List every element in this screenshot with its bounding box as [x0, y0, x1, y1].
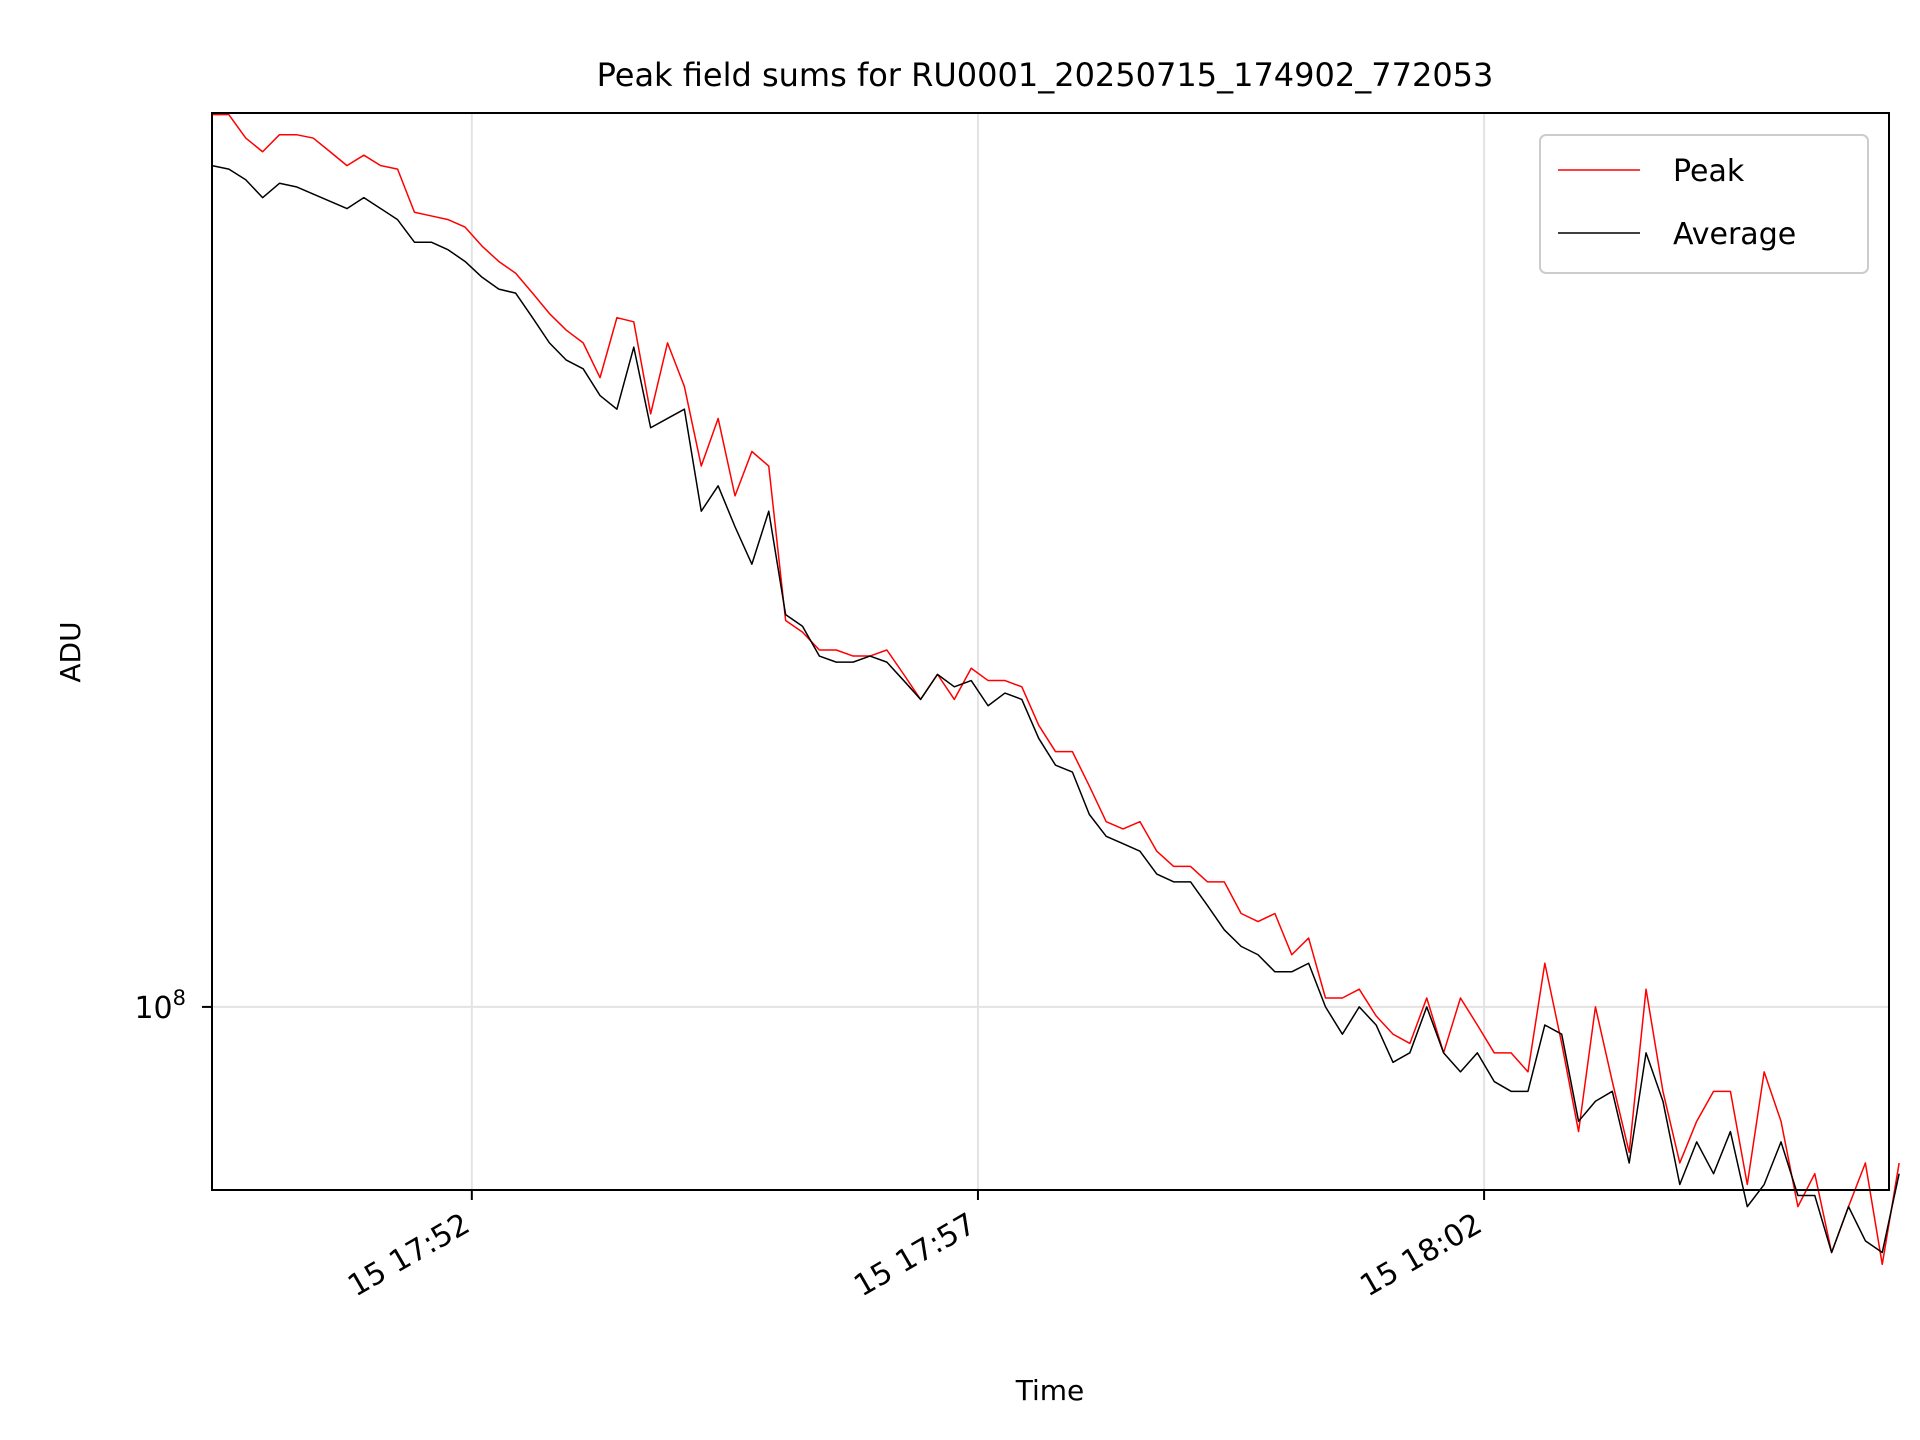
- x-tick-label: 15 18:02: [1354, 1207, 1488, 1304]
- y-tick-label-base: 10: [134, 991, 172, 1026]
- y-axis: 108: [134, 986, 212, 1026]
- y-tick-label: 108: [134, 986, 186, 1026]
- series-lines: [211, 113, 1900, 1266]
- series-line-average: [211, 164, 1900, 1254]
- legend: Peak Average: [1539, 134, 1869, 274]
- x-tick-label: 15 17:52: [342, 1207, 476, 1304]
- grid: [212, 113, 1889, 1190]
- x-tick-label: 15 17:57: [848, 1207, 982, 1304]
- y-tick-label-exponent: 8: [173, 986, 186, 1010]
- x-axis: 15 17:52 15 17:57 15 18:02: [342, 1190, 1488, 1304]
- y-axis-label: ADU: [54, 621, 87, 682]
- x-axis-label: Time: [1015, 1374, 1085, 1407]
- series-line-peak: [212, 113, 1900, 1266]
- legend-label-peak: Peak: [1673, 154, 1745, 189]
- legend-label-average: Average: [1673, 217, 1796, 252]
- chart-title: Peak field sums for RU0001_20250715_1749…: [597, 56, 1494, 94]
- plot-frame: [211, 112, 1890, 1191]
